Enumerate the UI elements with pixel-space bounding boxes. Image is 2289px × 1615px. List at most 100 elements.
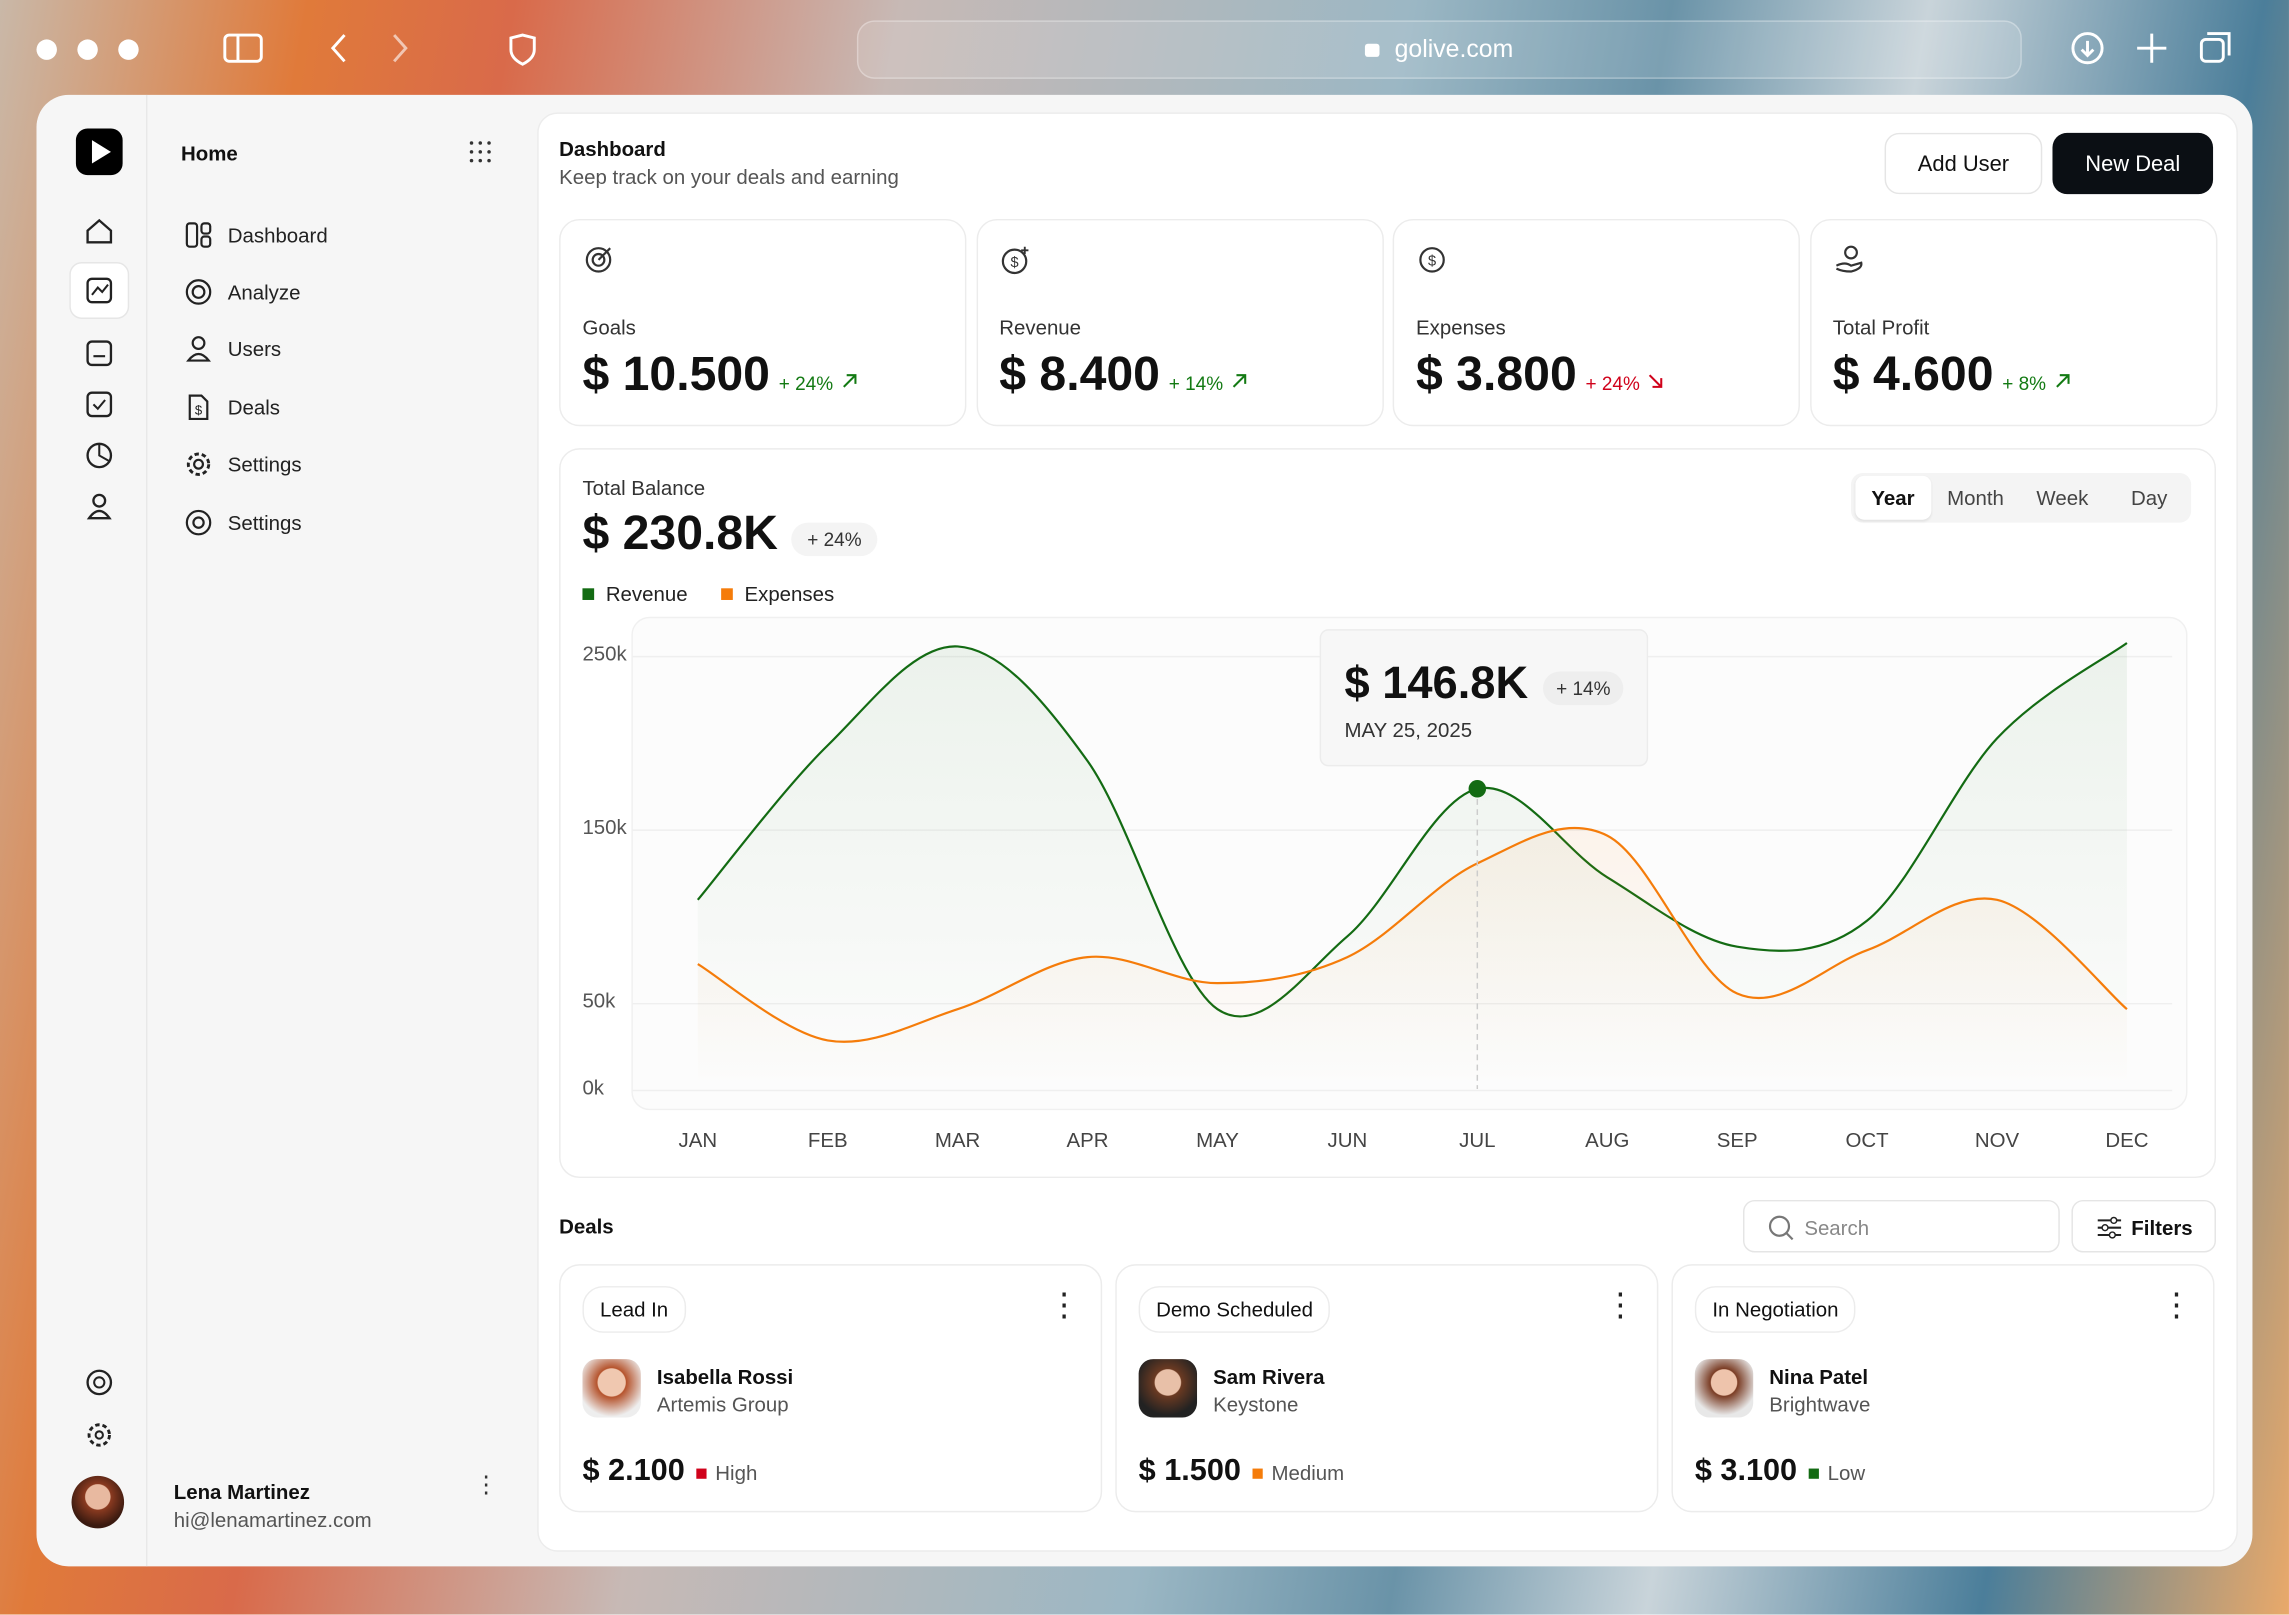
rail-bottom-icons[interactable] (83, 1365, 118, 1453)
browser-actions[interactable] (2066, 29, 2241, 67)
priority-label: Medium (1271, 1461, 1345, 1485)
deal-stage: In Negotiation (1694, 1286, 1856, 1333)
url-text: golive.com (1394, 35, 1514, 63)
y-tick-label: 50k (582, 991, 616, 1013)
deal-card: In Negotiation ⋮ Nina Patel Brightwave $ 3.1… (1671, 1264, 2215, 1513)
svg-text:$: $ (1010, 255, 1018, 271)
priority-swatch (696, 1467, 707, 1479)
deal-amount: $ 1.500 (1138, 1453, 1241, 1488)
stat-label: Total Profit (1832, 315, 1930, 339)
browser-controls[interactable] (219, 29, 555, 67)
deal-menu[interactable]: ⋮ (2160, 1286, 2193, 1323)
nav-icon (186, 336, 211, 363)
new-deal-button[interactable]: New Deal (2052, 132, 2214, 195)
trend-arrow (2055, 374, 2069, 388)
x-tick-label: MAR (935, 1130, 980, 1152)
nav-label: Users (227, 337, 282, 362)
window-dot[interactable] (77, 39, 98, 60)
stat-value: $ 3.800 (1416, 345, 1577, 400)
legend-swatch (582, 588, 595, 600)
user-name: Lena Martinez (173, 1480, 311, 1504)
stat-card: Total Profit $ 4.600 + 8% (1809, 218, 2217, 427)
stat-value: $ 4.600 (1832, 345, 1994, 400)
stat-value: $ 8.400 (999, 345, 1160, 400)
balance-card: Total Balance $ 230.8K + 24% Year Month We… (559, 448, 2216, 1179)
tooltip-date: MAY 25, 2025 (1344, 718, 1473, 742)
deal-card: Demo Scheduled ⋮ Sam Rivera Keystone $ 1.500… (1115, 1264, 1659, 1513)
deal-stage: Demo Scheduled (1138, 1286, 1331, 1333)
balance-change: + 24% (791, 522, 878, 557)
stat-label: Expenses (1416, 315, 1506, 339)
nav-item[interactable]: Settings (182, 493, 532, 551)
period-tab[interactable]: Day (2131, 486, 2168, 510)
tooltip-value: $ 146.8K (1344, 656, 1529, 709)
stat-icon (1835, 245, 1862, 273)
hover-point (1468, 780, 1487, 798)
period-tab[interactable]: Year (1855, 475, 1931, 520)
nav-item[interactable]: $ Deals (182, 378, 532, 436)
chart: 0k 50k 150k 250k JAN FEB MAR APR MAY JUN JUL AUG SEP… (582, 584, 2188, 1152)
deal-amount: $ 3.100 (1694, 1453, 1798, 1488)
stat-icon (585, 247, 612, 273)
nav-title: Home (181, 141, 238, 165)
nav-label: Settings (227, 452, 302, 477)
y-tick-label: 150k (582, 817, 627, 839)
x-tick-label: JAN (678, 1130, 717, 1152)
user-avatar (71, 1475, 125, 1529)
deal-avatar (1138, 1359, 1198, 1418)
period-tab[interactable]: Month (1947, 486, 2004, 510)
nav-item[interactable]: Users (182, 321, 532, 379)
nav-item[interactable]: Dashboard (182, 206, 532, 264)
series-area (697, 827, 2127, 1090)
stat-change: + 24% (778, 372, 834, 395)
tooltip-change: + 14% (1543, 671, 1624, 706)
window-dot[interactable] (36, 39, 57, 60)
deal-menu[interactable]: ⋮ (1048, 1286, 1081, 1323)
deal-stage: Lead In (582, 1286, 686, 1333)
stat-row: $ 8.400 + 14% (999, 346, 1249, 401)
priority-label: Low (1827, 1461, 1866, 1485)
x-tick-label: FEB (808, 1130, 848, 1152)
trend-arrow (842, 374, 857, 388)
period-tab[interactable]: Week (2036, 486, 2089, 510)
page-title: Dashboard (559, 137, 666, 161)
trend-arrow (1232, 374, 1247, 388)
nav-item[interactable]: Settings (182, 436, 532, 494)
tooltip: $ 146.8K + 14% MAY 25, 2025 (1319, 629, 1649, 767)
x-tick-label: MAY (1196, 1130, 1239, 1152)
stat-change: + 14% (1168, 372, 1224, 395)
apps-icon[interactable] (469, 140, 492, 163)
user-menu[interactable]: ⋮ (474, 1472, 498, 1498)
priority-label: High (715, 1461, 758, 1485)
deal-menu[interactable]: ⋮ (1604, 1286, 1637, 1323)
filters-button[interactable]: Filters (2071, 1199, 2216, 1253)
search-box[interactable]: Search (1743, 1199, 2060, 1253)
deal-name: Nina Patel (1769, 1364, 1869, 1389)
deal-priority: Low (1808, 1461, 1866, 1485)
x-tick-label: NOV (1975, 1130, 2020, 1152)
nav-icon (185, 509, 212, 535)
stat-card: $ Expenses $ 3.800 + 24% (1392, 218, 1800, 427)
address-bar[interactable]: golive.com (856, 20, 2022, 79)
nav-item[interactable]: Analyze (182, 263, 532, 321)
deal-company: Artemis Group (656, 1392, 789, 1417)
stat-card: $ Revenue $ 8.400 + 14% (975, 218, 1384, 427)
nav-icon (185, 221, 212, 248)
x-tick-label: JUL (1459, 1130, 1495, 1152)
deal-company: Keystone (1213, 1392, 1299, 1417)
filters-label: Filters (2131, 1216, 2193, 1240)
window-dot[interactable] (118, 39, 139, 60)
divider (145, 94, 148, 1567)
priority-swatch (1808, 1467, 1819, 1479)
rail-icons[interactable] (69, 197, 130, 547)
y-tick-label: 0k (582, 1077, 604, 1099)
user-email: hi@lenamartinez.com (173, 1507, 372, 1532)
logo[interactable] (75, 128, 123, 176)
deal-name: Sam Rivera (1213, 1364, 1325, 1389)
add-user-button[interactable]: Add User (1884, 132, 2043, 195)
x-tick-label: DEC (2105, 1130, 2148, 1152)
priority-swatch (1252, 1467, 1263, 1479)
stat-label: Goals (582, 315, 636, 339)
